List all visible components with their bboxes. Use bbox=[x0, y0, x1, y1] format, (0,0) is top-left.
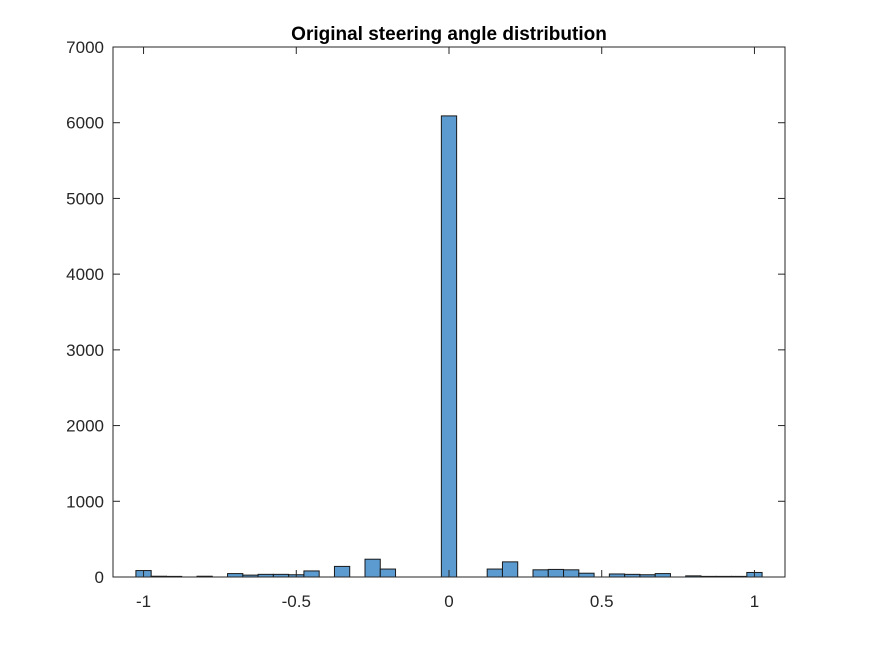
histogram-bar bbox=[364, 558, 381, 578]
x-tick-label: -1 bbox=[136, 592, 151, 611]
y-tick-label: 5000 bbox=[66, 189, 104, 208]
y-tick-label: 7000 bbox=[66, 38, 104, 57]
histogram-bar bbox=[486, 568, 503, 578]
histogram-bar bbox=[379, 568, 397, 578]
x-tick-label: -0.5 bbox=[282, 592, 311, 611]
y-tick-label: 1000 bbox=[66, 492, 104, 511]
histogram-bar bbox=[654, 573, 671, 578]
histogram-bar bbox=[547, 568, 565, 578]
histogram-bar bbox=[578, 572, 595, 578]
histogram-bar bbox=[501, 561, 519, 578]
y-tick-label: 2000 bbox=[66, 417, 104, 436]
y-tick-label: 3000 bbox=[66, 341, 104, 360]
x-tick-label: 1 bbox=[750, 592, 759, 611]
histogram-bar bbox=[333, 565, 351, 578]
axes-group: -1 -0.5 0 0.5 1 0 1000 2000 3000 4000 5000 6000 7000 bbox=[66, 38, 786, 611]
histogram-bar bbox=[532, 569, 549, 578]
histogram-bar bbox=[227, 573, 244, 578]
y-tick-label: 4000 bbox=[66, 265, 104, 284]
histogram-bar bbox=[563, 569, 580, 578]
chart-title: Original steering angle distribution bbox=[291, 24, 607, 45]
y-tick-label: 6000 bbox=[66, 114, 104, 133]
histogram-bar bbox=[440, 115, 458, 578]
x-tick-label: 0 bbox=[444, 592, 453, 611]
histogram-bar bbox=[303, 570, 320, 578]
y-tick-label: 0 bbox=[95, 568, 104, 587]
x-tick-label: 0.5 bbox=[590, 592, 614, 611]
